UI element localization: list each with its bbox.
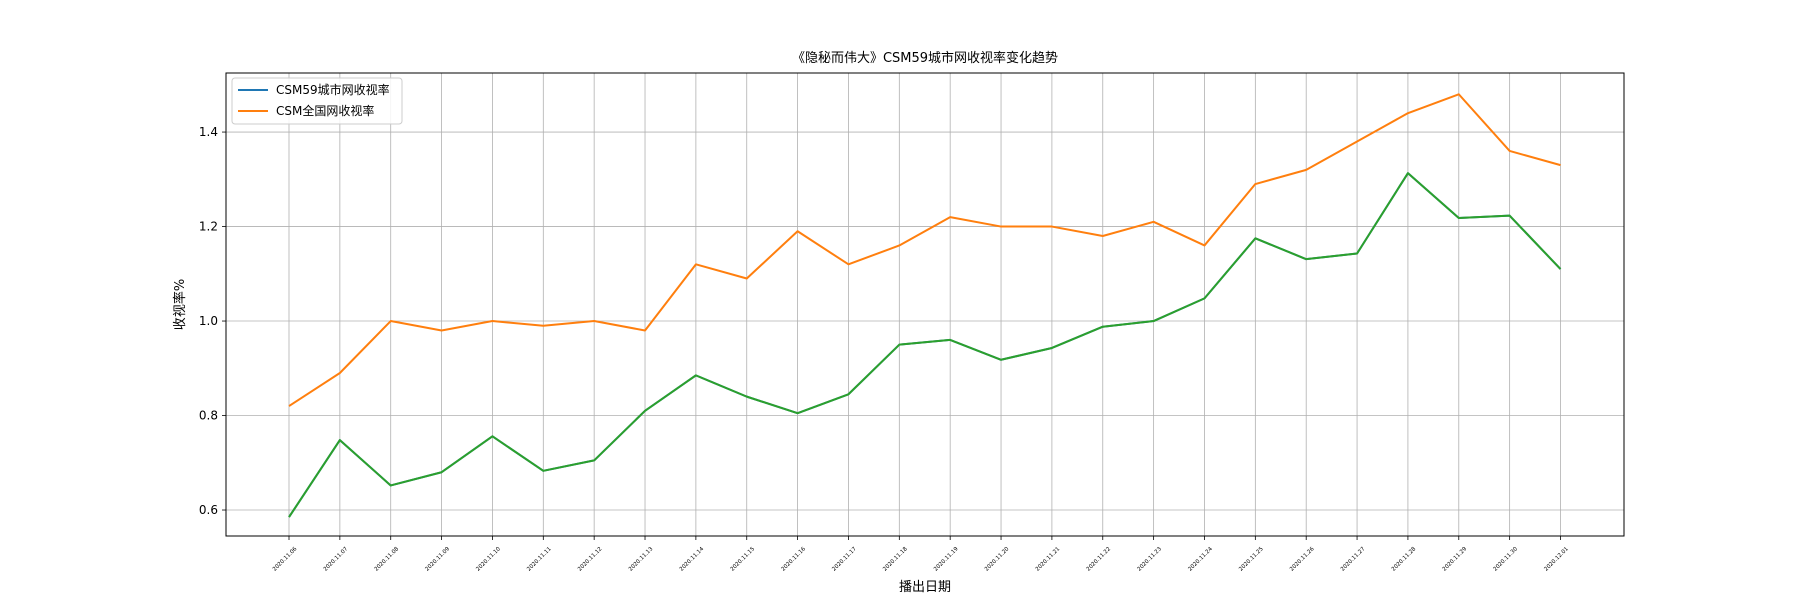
plot-frame [225,72,1625,537]
y-tick-label: 1.4 [199,125,218,139]
legend-box [231,77,403,125]
grid [226,73,1624,536]
legend-label: CSM59城市网收视率 [276,82,390,97]
series-line-2 [288,93,1561,407]
x-axis-label: 播出日期 [899,580,951,595]
y-tick-label: 1.2 [199,220,218,234]
y-tick-label: 0.6 [199,503,218,517]
y-axis-label: 收视率% [172,279,188,330]
series-lines [288,93,1562,518]
series-line-3 [288,172,1562,518]
legend-label: CSM全国网收视率 [276,103,374,118]
y-tick-label: 1.0 [199,314,218,328]
y-axis-ticks: 0.6 0.8 1.0 1.2 1.4 [199,125,226,517]
y-tick-label: 0.8 [199,409,218,423]
chart-title: 《隐秘而伟大》CSM59城市网收视率变化趋势 [792,50,1058,66]
legend: CSM59城市网收视率 CSM全国网收视率 [231,77,403,125]
